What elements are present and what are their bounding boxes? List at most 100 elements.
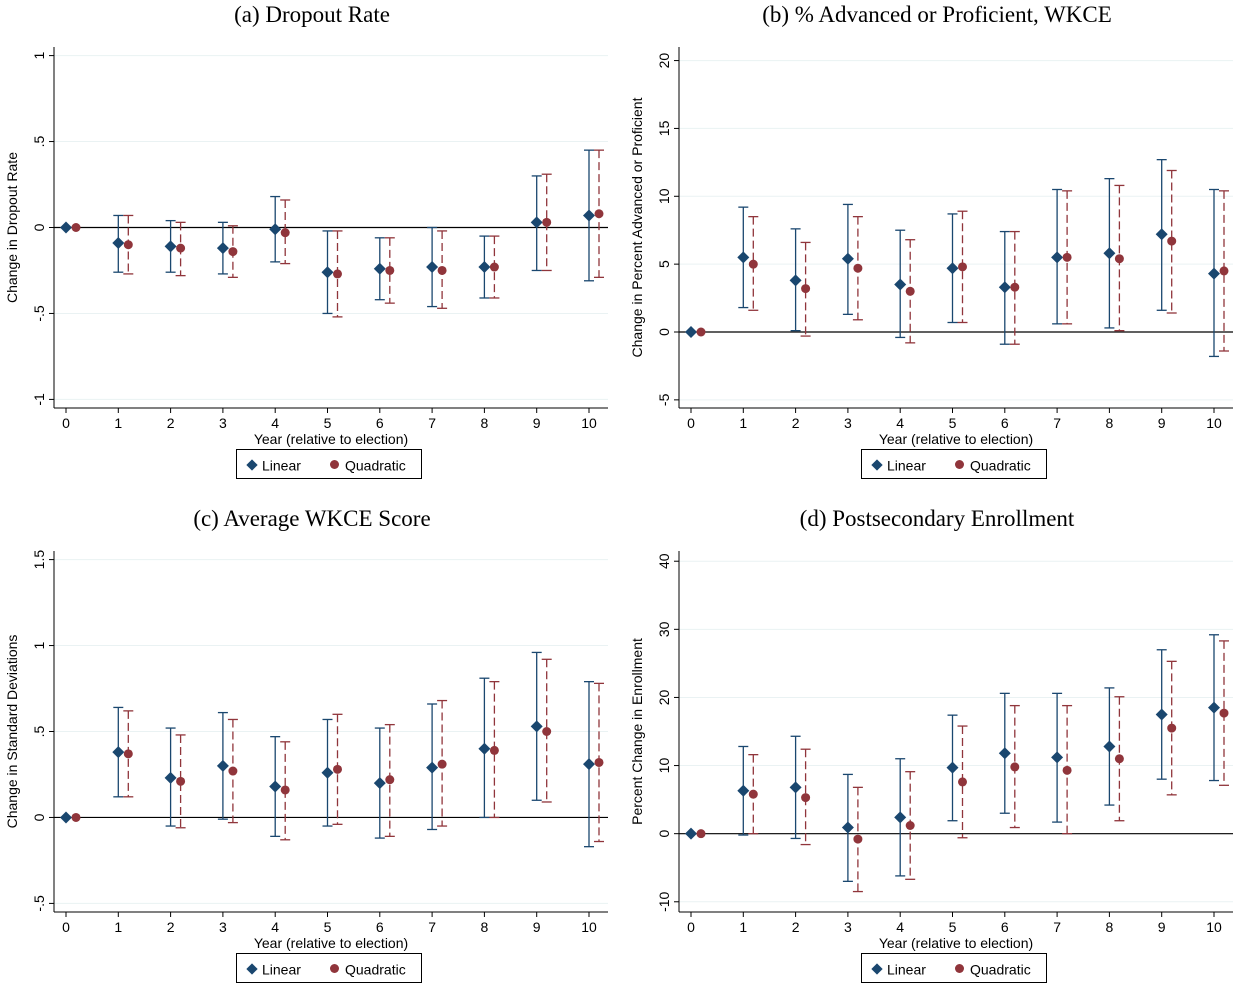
x-tick-label: 4 xyxy=(896,415,904,431)
quadratic-point xyxy=(958,262,967,272)
x-tick-label: 10 xyxy=(1206,415,1222,431)
x-tick-label: 5 xyxy=(949,919,957,935)
chart-title: (c) Average WKCE Score xyxy=(193,506,431,531)
x-tick-label: 4 xyxy=(271,919,279,935)
x-tick-label: 8 xyxy=(481,415,489,431)
x-tick-label: 7 xyxy=(1053,415,1061,431)
quadratic-point xyxy=(748,259,758,269)
chart-plot-average-wkce-score: -.5 0 .5 1 1.5 0 1 2 3 4 5 6 7 8 9 10 Year (relative to … xyxy=(4,550,608,951)
chart-title: (a) Dropout Rate xyxy=(234,2,390,27)
linear-point xyxy=(1208,267,1220,280)
legend-label-quadratic: Quadratic xyxy=(970,961,1031,978)
legend-item-linear: Linear xyxy=(870,960,926,977)
y-tick-label: -.5 xyxy=(31,305,47,322)
quadratic-point xyxy=(801,793,811,803)
quadratic-point xyxy=(176,776,186,786)
y-tick-label: 10 xyxy=(656,188,672,204)
x-tick-label: 1 xyxy=(114,415,122,431)
legend-item-linear: Linear xyxy=(245,456,301,473)
y-tick-label: .5 xyxy=(31,136,47,148)
quadratic-point xyxy=(1062,765,1072,775)
x-tick-label: 8 xyxy=(1106,919,1114,935)
linear-point xyxy=(269,223,282,236)
quadratic-point xyxy=(853,263,863,273)
diamond-marker-icon xyxy=(871,963,883,975)
quadratic-point xyxy=(1167,723,1177,733)
x-tick-label: 9 xyxy=(533,415,541,431)
linear-point xyxy=(530,720,543,733)
x-tick-label: 2 xyxy=(167,919,175,935)
y-tick-label: .5 xyxy=(31,725,47,737)
y-tick-label: 0 xyxy=(31,223,47,231)
linear-point xyxy=(685,326,697,338)
quadratic-point xyxy=(594,209,604,219)
x-tick-label: 9 xyxy=(1158,415,1166,431)
x-tick-label: 8 xyxy=(1106,415,1114,431)
panel-average-wkce-score: (c) Average WKCE Score -.5 0 .5 1 1.5 0 1 2 3 4 5 6… xyxy=(0,504,624,1007)
x-tick-label: 8 xyxy=(481,919,489,935)
y-tick-label: -1 xyxy=(31,393,47,406)
chart-plot-postsecondary-enrollment: -10 0 10 20 30 40 0 1 2 3 4 5 6 7 8 9 10 Year (relative t… xyxy=(629,551,1233,951)
linear-point xyxy=(841,821,854,834)
x-axis-label: Year (relative to election) xyxy=(254,431,408,447)
x-tick-label: 5 xyxy=(324,415,332,431)
legend-label-linear: Linear xyxy=(887,457,926,474)
x-tick-label: 3 xyxy=(219,415,227,431)
linear-point xyxy=(426,761,439,774)
quadratic-point xyxy=(1167,236,1177,246)
legend: Linear Quadratic xyxy=(861,953,1047,983)
circle-marker-icon xyxy=(955,460,964,470)
x-tick-label: 6 xyxy=(1001,415,1009,431)
y-tick-label: 1 xyxy=(31,51,47,59)
linear-point xyxy=(685,827,697,840)
quadratic-point xyxy=(594,757,604,767)
quadratic-point xyxy=(228,247,238,257)
chart-title: (d) Postsecondary Enrollment xyxy=(799,506,1075,531)
linear-point xyxy=(60,221,72,234)
y-axis-label: Change in Standard Deviations xyxy=(4,635,20,829)
quadratic-point xyxy=(1010,762,1020,772)
diamond-marker-icon xyxy=(246,459,258,471)
quadratic-point xyxy=(958,777,967,787)
linear-point xyxy=(894,811,907,824)
x-tick-label: 0 xyxy=(62,415,70,431)
legend-label-linear: Linear xyxy=(887,961,926,978)
x-tick-label: 2 xyxy=(167,415,175,431)
y-axis-label: Percent Change in Enrollment xyxy=(629,638,645,825)
linear-point xyxy=(894,278,907,291)
quadratic-point xyxy=(71,812,81,822)
quadratic-point xyxy=(489,745,499,755)
linear-point xyxy=(426,261,439,274)
circle-marker-icon xyxy=(330,964,339,974)
linear-point xyxy=(841,252,854,265)
linear-point xyxy=(112,746,125,759)
y-tick-label: 0 xyxy=(31,813,47,821)
circle-marker-icon xyxy=(330,460,339,470)
quadratic-point xyxy=(1219,266,1229,276)
chart-title: (b) % Advanced or Proficient, WKCE xyxy=(762,2,1112,27)
x-tick-label: 6 xyxy=(1001,919,1009,935)
quadratic-point xyxy=(333,269,342,279)
diamond-marker-icon xyxy=(246,963,258,975)
x-tick-label: 0 xyxy=(62,919,70,935)
legend-item-quadratic: Quadratic xyxy=(952,960,1031,977)
quadratic-point xyxy=(437,265,447,275)
linear-point xyxy=(269,780,282,793)
x-tick-label: 2 xyxy=(792,919,800,935)
x-tick-label: 7 xyxy=(428,919,436,935)
quadratic-point xyxy=(542,727,552,736)
linear-point xyxy=(216,242,229,255)
linear-point xyxy=(1051,251,1064,264)
legend-label-quadratic: Quadratic xyxy=(345,457,406,474)
y-tick-label: -5 xyxy=(656,393,672,406)
linear-point xyxy=(60,811,72,824)
legend: Linear Quadratic xyxy=(861,449,1047,479)
y-tick-label: 0 xyxy=(656,830,672,838)
x-tick-label: 0 xyxy=(687,415,695,431)
linear-point xyxy=(373,262,386,275)
y-tick-label: 20 xyxy=(656,53,672,69)
linear-point xyxy=(373,777,386,790)
linear-point xyxy=(321,766,334,779)
linear-point xyxy=(789,781,802,794)
quadratic-point xyxy=(437,759,447,769)
